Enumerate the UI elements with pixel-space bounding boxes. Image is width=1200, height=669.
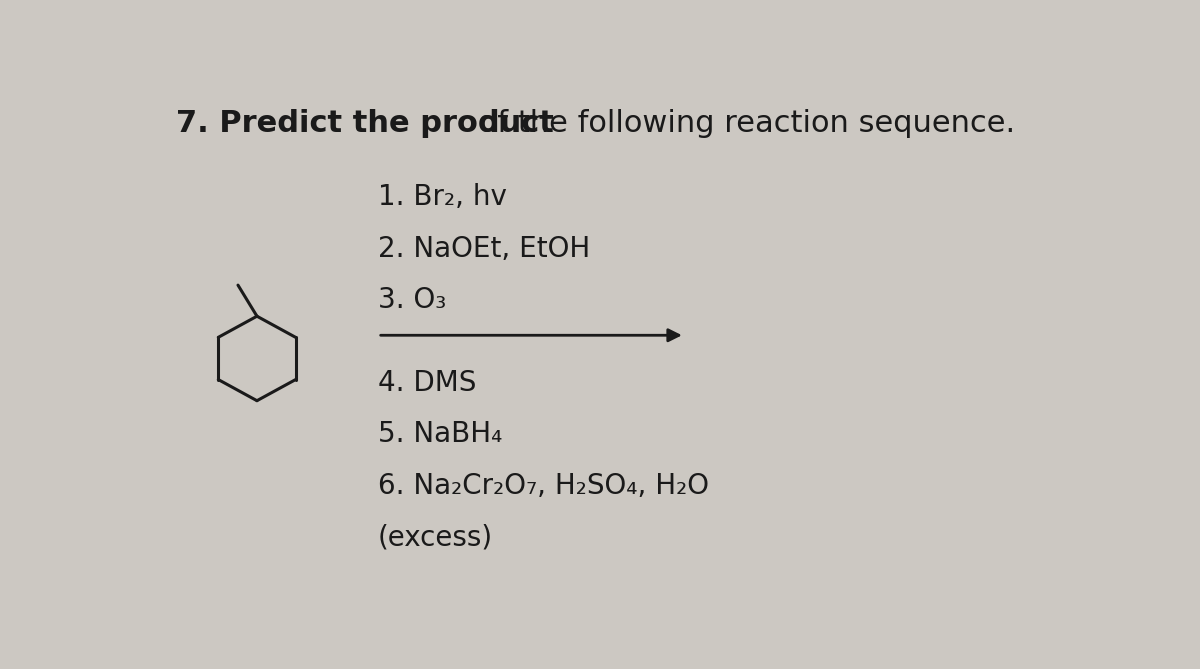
Text: 3. O₃: 3. O₃ bbox=[378, 286, 446, 314]
Text: 5. NaBH₄: 5. NaBH₄ bbox=[378, 420, 503, 448]
Text: 2. NaOEt, EtOH: 2. NaOEt, EtOH bbox=[378, 235, 590, 263]
Text: 6. Na₂Cr₂O₇, H₂SO₄, H₂O: 6. Na₂Cr₂O₇, H₂SO₄, H₂O bbox=[378, 472, 709, 500]
Text: 4. DMS: 4. DMS bbox=[378, 369, 476, 397]
Text: of the following reaction sequence.: of the following reaction sequence. bbox=[469, 108, 1015, 138]
Text: 1. Br₂, hv: 1. Br₂, hv bbox=[378, 183, 506, 211]
Text: (excess): (excess) bbox=[378, 523, 493, 551]
Text: 7. Predict the product: 7. Predict the product bbox=[176, 108, 554, 138]
